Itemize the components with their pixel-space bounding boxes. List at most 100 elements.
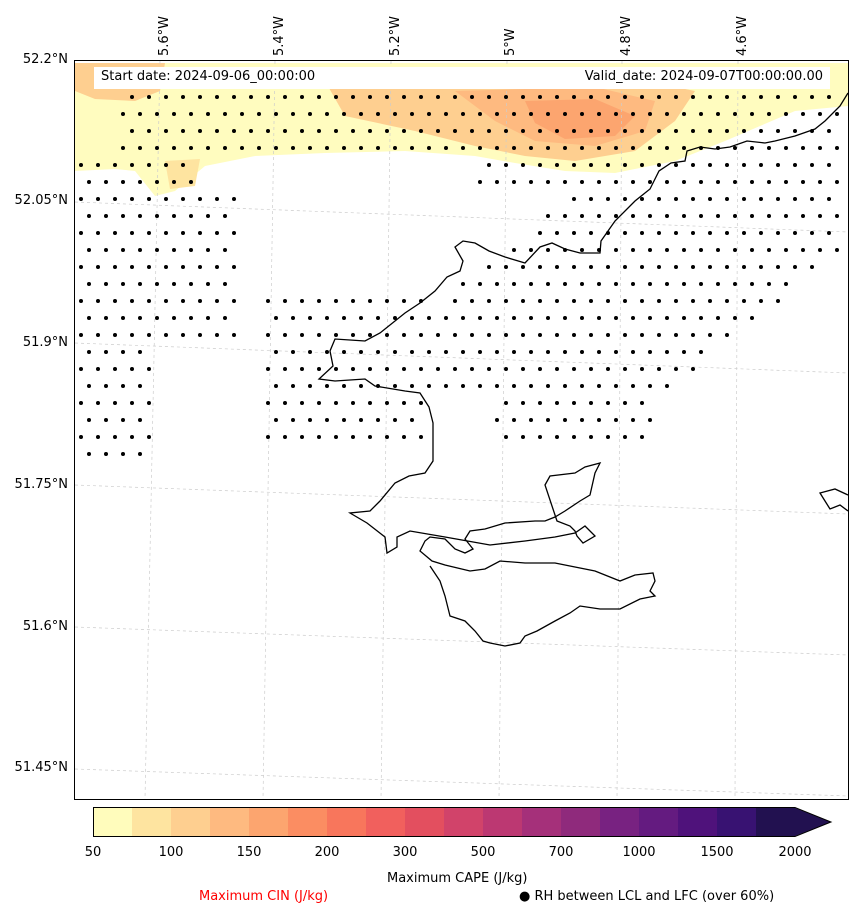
rh-dot xyxy=(580,418,584,422)
lat-label-51.6: 51.6°N xyxy=(22,619,68,634)
rh-dot xyxy=(317,401,321,405)
rh-dot xyxy=(487,129,491,133)
rh-dot xyxy=(572,129,576,133)
rh-dot xyxy=(317,299,321,303)
rh-dot xyxy=(342,350,346,354)
rh-dot xyxy=(589,401,593,405)
rh-dot xyxy=(385,129,389,133)
rh-dot xyxy=(223,248,227,252)
rh-dot xyxy=(623,95,627,99)
rh-dot xyxy=(130,231,134,235)
rh-dot xyxy=(504,95,508,99)
rh-dot xyxy=(606,367,610,371)
rh-dot xyxy=(461,350,465,354)
rh-dot xyxy=(555,163,559,167)
rh-dot xyxy=(164,231,168,235)
rh-dot xyxy=(317,95,321,99)
rh-dot xyxy=(623,299,627,303)
rh-dot xyxy=(589,299,593,303)
rh-dot xyxy=(478,316,482,320)
rh-dot xyxy=(716,316,720,320)
rh-dot xyxy=(368,95,372,99)
rh-dot xyxy=(138,418,142,422)
rh-dot xyxy=(376,418,380,422)
rh-dot xyxy=(478,282,482,286)
rh-dot xyxy=(750,248,754,252)
rh-dot xyxy=(504,129,508,133)
rh-dot xyxy=(606,95,610,99)
rh-dot xyxy=(249,95,253,99)
rh-dot xyxy=(198,129,202,133)
rh-dot xyxy=(512,112,516,116)
rh-dot xyxy=(419,95,423,99)
rh-dot xyxy=(742,197,746,201)
lon-label-5w: 5°W xyxy=(503,28,518,56)
rh-dot xyxy=(308,350,312,354)
rh-dot xyxy=(555,95,559,99)
rh-dot xyxy=(716,248,720,252)
rh-dot xyxy=(529,384,533,388)
lon-label-4.6w: 4.6°W xyxy=(735,15,750,56)
rh-dot xyxy=(130,299,134,303)
rh-dot xyxy=(546,316,550,320)
rh-dot xyxy=(478,180,482,184)
rh-dot xyxy=(657,333,661,337)
rh-dot xyxy=(623,129,627,133)
rh-dot xyxy=(623,401,627,405)
colorbar-tick-label: 100 xyxy=(158,845,184,860)
rh-dot xyxy=(130,435,134,439)
rh-dot xyxy=(597,316,601,320)
rh-dot xyxy=(113,265,117,269)
rh-dot xyxy=(87,350,91,354)
rh-dot xyxy=(130,333,134,337)
rh-dot xyxy=(189,214,193,218)
rh-dot xyxy=(402,129,406,133)
rh-dot xyxy=(155,112,159,116)
rh-dot xyxy=(555,435,559,439)
rh-dot xyxy=(189,146,193,150)
rh-dot xyxy=(691,95,695,99)
rh-dot xyxy=(342,384,346,388)
rh-dot xyxy=(512,384,516,388)
rh-dot xyxy=(733,316,737,320)
rh-dot xyxy=(206,282,210,286)
rh-dot xyxy=(130,163,134,167)
rh-dot xyxy=(495,418,499,422)
rh-dot xyxy=(674,95,678,99)
rh-dot xyxy=(827,197,831,201)
rh-dot xyxy=(402,299,406,303)
rh-dot xyxy=(716,214,720,218)
rh-dot xyxy=(691,163,695,167)
rh-dot xyxy=(198,231,202,235)
rh-dot xyxy=(835,180,839,184)
rh-dot xyxy=(436,367,440,371)
rh-dot xyxy=(589,95,593,99)
rh-dot xyxy=(521,129,525,133)
rh-dot xyxy=(283,299,287,303)
rh-dot xyxy=(130,197,134,201)
rh-dot xyxy=(546,384,550,388)
rh-dot xyxy=(572,299,576,303)
rh-dot xyxy=(521,265,525,269)
rh-dot xyxy=(410,384,414,388)
rh-dot xyxy=(121,214,125,218)
rh-dot xyxy=(113,231,117,235)
rh-dot xyxy=(104,282,108,286)
rh-dot xyxy=(470,299,474,303)
rh-dot xyxy=(665,282,669,286)
rh-dot xyxy=(759,265,763,269)
rh-dot xyxy=(682,214,686,218)
rh-dot xyxy=(648,180,652,184)
rh-dot xyxy=(419,129,423,133)
rh-dot xyxy=(172,146,176,150)
colorbar-tick-label: 1000 xyxy=(622,845,656,860)
rh-dot xyxy=(419,333,423,337)
colorbar-cell xyxy=(678,807,718,837)
rh-dot xyxy=(402,367,406,371)
rh-dot xyxy=(410,146,414,150)
rh-dot xyxy=(529,248,533,252)
rh-dot xyxy=(223,146,227,150)
rh-dot xyxy=(674,231,678,235)
rh-dot xyxy=(351,299,355,303)
map-canvas xyxy=(74,60,849,800)
